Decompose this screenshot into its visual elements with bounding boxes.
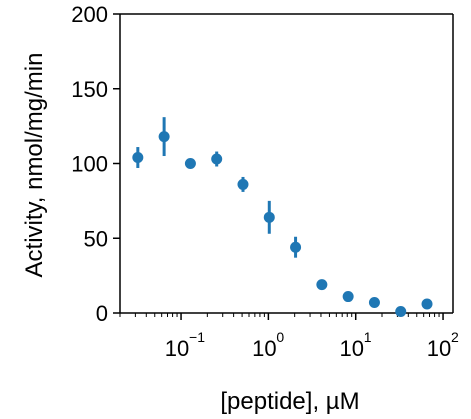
x-tick-exponent: −1 [189, 329, 205, 345]
data-point [316, 279, 328, 291]
data-point [395, 306, 407, 318]
data-point [132, 152, 144, 164]
data-point [211, 153, 223, 165]
data-point [290, 241, 302, 253]
x-axis-label: [peptide], µM [220, 388, 359, 415]
data-point [421, 298, 433, 310]
y-tick-label: 100 [71, 152, 108, 177]
data-points [132, 117, 433, 318]
x-minor-ticks [119, 313, 440, 317]
x-tick-exponent: 2 [451, 329, 459, 345]
x-tick-exponent: 0 [276, 329, 284, 345]
x-tick-label: 10 [427, 336, 451, 361]
y-tick-label: 0 [96, 301, 108, 326]
data-point [184, 158, 196, 169]
data-point [158, 131, 170, 143]
data-point [342, 291, 354, 303]
x-tick-exponent: 1 [364, 329, 372, 345]
plot-area [119, 13, 454, 314]
y-tick-label: 150 [71, 77, 108, 102]
x-tick-label: 10 [339, 336, 363, 361]
data-point [368, 297, 380, 309]
data-point [237, 178, 249, 190]
data-point [263, 211, 275, 223]
y-ticks: 0 50 100 150 200 [71, 2, 120, 326]
y-tick-label: 200 [71, 2, 108, 27]
y-tick-label: 50 [84, 226, 108, 251]
y-axis-label: Activity, nmol/mg/min [21, 53, 48, 278]
x-tick-label: 10 [252, 336, 276, 361]
x-tick-label: 10 [165, 336, 189, 361]
x-ticks: 10 −1 10 0 10 1 10 2 [165, 313, 459, 361]
